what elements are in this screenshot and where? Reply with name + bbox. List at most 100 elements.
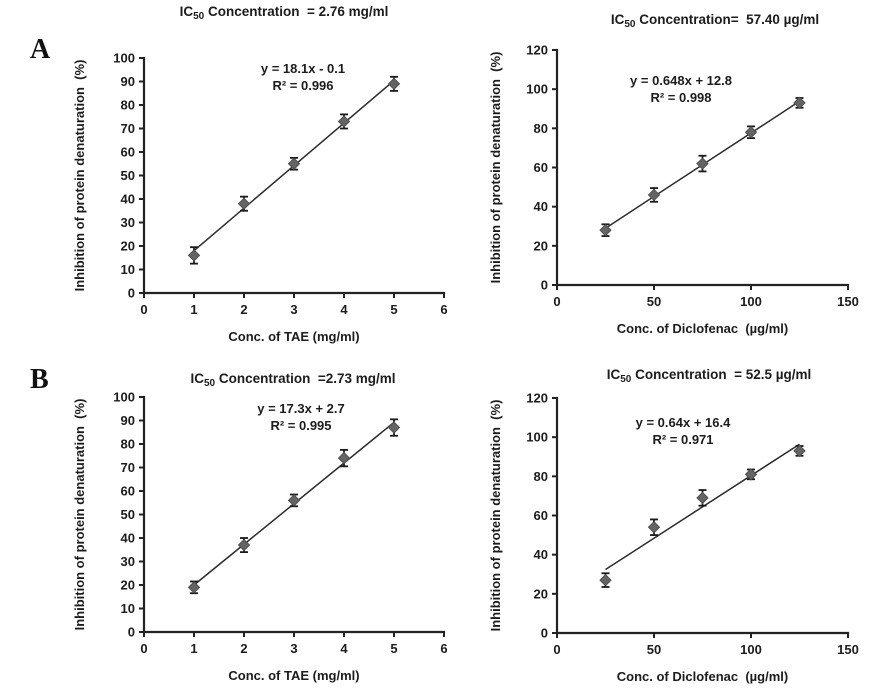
data-point-marker [237,538,251,552]
x-tick-label: 150 [837,294,859,309]
y-tick-label: 70 [121,460,135,475]
y-tick-label: 80 [121,98,135,113]
y-tick-label: 90 [121,413,135,428]
y-tick-label: 120 [526,43,548,58]
data-point-marker [187,249,201,262]
x-tick-label: 5 [390,302,397,317]
x-tick-label: 50 [647,642,661,657]
r-squared-value: R² = 0.996 [272,78,333,93]
y-tick-label: 50 [121,168,135,183]
x-tick-label: 1 [190,641,197,656]
data-point-marker [744,126,758,139]
x-tick-label: 2 [240,641,247,656]
data-point-marker [793,444,806,458]
x-tick-label: 4 [340,641,348,656]
panel-label-a: A [30,34,51,65]
y-tick-label: 20 [534,586,548,601]
trendline [605,443,800,571]
trendline-equation: y = 18.1x - 0.1 [261,61,345,76]
y-tick-label: 60 [534,160,548,175]
data-point-marker [647,521,661,534]
y-tick-label: 20 [121,578,135,593]
y-tick-label: 0 [541,278,548,293]
data-point-marker [599,223,612,237]
data-point-marker [793,96,806,110]
data-point-marker [647,188,661,202]
x-tick-label: 6 [440,641,447,656]
y-axis-title: Inhibition of protein denaturation (%) [488,52,503,284]
y-tick-label: 60 [121,484,135,499]
x-tick-label: 0 [553,642,560,657]
y-axis-title: Inhibition of protein denaturation (%) [72,399,87,631]
y-tick-label: 50 [121,507,135,522]
x-tick-label: 4 [340,302,348,317]
panel-a-tae-svg: IC50 Concentration = 2.76 mg/ml y = 18.1x… [72,4,448,344]
x-tick-label: 50 [647,294,661,309]
y-tick-label: 80 [534,469,548,484]
y-tick-label: 80 [121,437,135,452]
trendline-equation: y = 0.648x + 12.8 [630,73,732,88]
panel-b-tae-svg: IC50 Concentration =2.73 mg/ml y = 17.3x … [72,371,448,683]
x-tick-label: 100 [740,642,762,657]
y-tick-label: 40 [121,531,135,546]
data-point-marker [744,468,758,481]
y-tick-label: 40 [534,199,548,214]
panel-b-diclofenac-svg: IC50 Concentration = 52.5 µg/ml y = 0.64x… [488,367,859,684]
y-axis-title: Inhibition of protein denaturation (%) [488,400,503,632]
trendline-equation: y = 0.64x + 16.4 [636,415,731,430]
y-tick-label: 90 [121,74,135,89]
y-tick-label: 10 [121,262,135,277]
y-tick-label: 100 [113,51,135,66]
y-tick-label: 0 [128,286,135,301]
x-tick-label: 1 [190,302,197,317]
x-tick-label: 3 [290,302,297,317]
data-point-marker [187,581,201,594]
panel-a-diclofenac-svg: IC50 Concentration= 57.40 µg/ml y = 0.648… [488,12,859,336]
y-tick-label: 20 [121,239,135,254]
chart-title: IC50 Concentration = 52.5 µg/ml [607,367,812,385]
panel-a-diclofenac: IC50 Concentration= 57.40 µg/ml y = 0.648… [450,0,871,350]
chart-title: IC50 Concentration = 2.76 mg/ml [180,4,389,22]
panel-label-b: B [30,364,49,395]
data-point-marker [337,451,351,465]
data-point-marker [696,491,709,505]
y-axis-title: Inhibition of protein denaturation (%) [72,60,87,292]
x-tick-label: 6 [440,302,447,317]
y-tick-label: 100 [526,430,548,445]
panel-b-diclofenac: IC50 Concentration = 52.5 µg/ml y = 0.64x… [450,350,871,700]
x-tick-label: 150 [837,642,859,657]
y-tick-label: 60 [534,508,548,523]
x-tick-label: 100 [740,294,762,309]
chart-title: IC50 Concentration =2.73 mg/ml [190,371,395,389]
x-axis-title: Conc. of Diclofenac (µg/ml) [617,321,788,336]
r-squared-value: R² = 0.995 [270,418,331,433]
y-tick-label: 100 [113,390,135,405]
y-tick-label: 120 [526,391,548,406]
r-squared-value: R² = 0.971 [652,432,713,447]
panel-a-tae: IC50 Concentration = 2.76 mg/ml y = 18.1x… [0,0,450,350]
y-tick-label: 70 [121,121,135,136]
panel-b-tae: IC50 Concentration =2.73 mg/ml y = 17.3x … [0,350,450,700]
data-point-marker [387,421,401,434]
y-tick-label: 30 [121,215,135,230]
x-tick-label: 5 [390,641,397,656]
y-tick-label: 40 [534,547,548,562]
y-tick-label: 20 [534,238,548,253]
x-tick-label: 0 [553,294,560,309]
y-tick-label: 40 [121,192,135,207]
y-tick-label: 0 [128,625,135,640]
x-tick-label: 0 [140,641,147,656]
x-tick-label: 3 [290,641,297,656]
x-axis-title: Conc. of TAE (mg/ml) [228,668,359,683]
x-tick-label: 2 [240,302,247,317]
data-point-marker [696,157,709,170]
y-tick-label: 10 [121,601,135,616]
y-tick-label: 100 [526,82,548,97]
data-point-marker [287,494,301,507]
data-point-marker [337,115,351,128]
data-point-marker [599,573,612,587]
data-point-marker [287,157,301,170]
y-tick-label: 30 [121,554,135,569]
r-squared-value: R² = 0.998 [650,90,711,105]
